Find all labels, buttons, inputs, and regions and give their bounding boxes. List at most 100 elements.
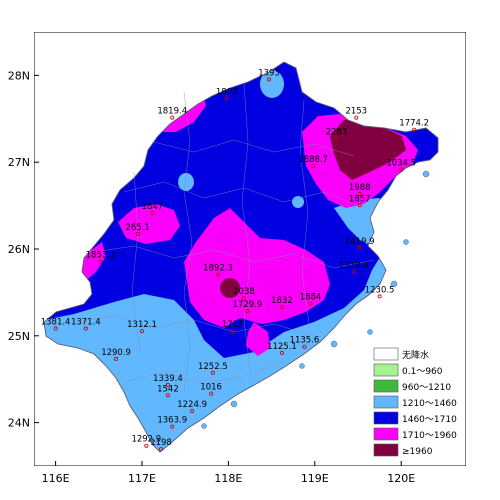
station-value: 1393 xyxy=(258,68,280,78)
station-value: 1198 xyxy=(150,438,172,448)
station-marker xyxy=(190,408,195,413)
station-value: 1888.7 xyxy=(298,155,328,165)
legend-swatch xyxy=(373,379,399,393)
station-marker xyxy=(279,350,284,355)
station-marker xyxy=(357,203,362,208)
station-value: 2038 xyxy=(233,287,255,297)
latitude-ticks xyxy=(34,74,39,424)
station-marker xyxy=(357,191,362,196)
longitude-ticks xyxy=(55,461,402,466)
station-value: 265.1 xyxy=(126,223,150,233)
legend-label: ≥1960 xyxy=(402,447,433,457)
station-marker xyxy=(308,301,313,306)
latitude-labels: 28N 27N 26N 25N 24N xyxy=(8,69,30,429)
station-value: 1853.3 xyxy=(86,251,116,261)
lon-tick-label: 117E xyxy=(128,472,156,485)
station-marker xyxy=(351,270,356,275)
legend-label: 960～1210 xyxy=(402,383,451,393)
station-value: 1292.9 xyxy=(131,435,161,445)
station-marker xyxy=(170,424,175,429)
station-marker xyxy=(311,164,316,169)
station-value: 1016 xyxy=(200,383,222,393)
station-value: 1034.5 xyxy=(386,159,416,169)
station-marker xyxy=(170,115,175,120)
station-marker xyxy=(140,329,145,334)
station-marker xyxy=(302,344,307,349)
map-frame: 1393 1803 1819.4 2153 1774.2 2283 1888.7 1034.5… xyxy=(33,31,467,467)
station-value: 1290.9 xyxy=(101,348,131,358)
longitude-labels: 116E 117E 118E 119E 120E xyxy=(42,472,416,485)
station-marker xyxy=(279,304,284,309)
station-value: 1803 xyxy=(216,87,238,97)
station-marker xyxy=(241,296,246,301)
station-values: 1393 1803 1819.4 2153 1774.2 2283 1888.7 1034.5… xyxy=(41,68,429,452)
station-value: 1857 xyxy=(349,194,371,204)
station-value: 1884 xyxy=(300,292,322,302)
legend-swatch xyxy=(373,443,399,457)
lon-tick-label: 116E xyxy=(42,472,70,485)
station-marker xyxy=(53,326,58,331)
station-value: 1381.4 xyxy=(41,318,71,328)
station-marker xyxy=(377,294,382,299)
legend-label: 1710～1960 xyxy=(402,431,457,441)
station-marker xyxy=(224,96,229,101)
station-marker xyxy=(230,329,235,334)
station-value: 1312.1 xyxy=(127,320,157,330)
lat-tick-label: 26N xyxy=(8,243,30,256)
station-marker xyxy=(245,309,250,314)
station-marker xyxy=(354,115,359,120)
station-marker xyxy=(135,231,140,236)
legend-label: 0.1～960 xyxy=(402,367,443,377)
legend-label: 无降水 xyxy=(402,349,429,361)
station-value: 1542 xyxy=(157,384,179,394)
station-marker xyxy=(165,393,170,398)
station-value: 1378.4 xyxy=(339,261,369,271)
station-marker xyxy=(114,356,119,361)
station-value: 1717 xyxy=(222,320,244,330)
station-marker xyxy=(357,245,362,250)
station-value: 1819.4 xyxy=(157,107,187,117)
lat-tick-label: 25N xyxy=(8,330,30,343)
station-value: 1363.9 xyxy=(157,416,187,426)
county-boundaries xyxy=(73,83,375,393)
legend-swatch xyxy=(373,395,399,409)
lat-tick-label: 24N xyxy=(8,417,30,430)
station-value: 1371.4 xyxy=(71,318,101,328)
lat-tick-label: 28N xyxy=(8,69,30,82)
station-value: 1774.2 xyxy=(399,119,429,129)
station-value: 1832 xyxy=(271,296,293,306)
station-value: 1729.9 xyxy=(233,300,263,310)
precipitation-map: 1393 1803 1819.4 2153 1774.2 2283 1888.7 1034.5… xyxy=(33,31,467,467)
station-value: 2153 xyxy=(345,107,367,117)
legend-swatch xyxy=(373,363,399,377)
station-marker xyxy=(209,391,214,396)
station-marker xyxy=(165,382,170,387)
legend-label: 1460～1710 xyxy=(402,415,457,425)
lon-tick-label: 118E xyxy=(214,472,242,485)
coastal-islands xyxy=(201,170,430,429)
station-marker xyxy=(150,211,155,216)
station-marker xyxy=(412,127,417,132)
station-marker xyxy=(267,77,272,82)
station-value: 1230.5 xyxy=(365,285,395,295)
station-marker xyxy=(334,136,339,141)
station-value: 1224.9 xyxy=(177,400,207,410)
legend-label: 1210～1460 xyxy=(402,399,457,409)
station-value: 1892.3 xyxy=(203,264,233,274)
station-value: 1847 xyxy=(142,202,164,212)
station-value: 1135.6 xyxy=(290,336,320,346)
station-marker xyxy=(83,326,88,331)
station-value: 2283 xyxy=(326,127,348,137)
station-marker xyxy=(159,447,164,452)
lon-tick-label: 119E xyxy=(301,472,329,485)
lat-tick-label: 27N xyxy=(8,156,30,169)
station-value: 1339.4 xyxy=(153,374,183,384)
legend-swatch xyxy=(373,411,399,425)
station-marker xyxy=(210,370,215,375)
station-value: 1252.5 xyxy=(198,362,228,372)
station-value: 1988 xyxy=(349,183,371,193)
legend-swatch xyxy=(373,427,399,441)
station-value: 1125.1 xyxy=(267,342,297,352)
station-marker xyxy=(98,259,103,264)
station-marker xyxy=(216,272,221,277)
